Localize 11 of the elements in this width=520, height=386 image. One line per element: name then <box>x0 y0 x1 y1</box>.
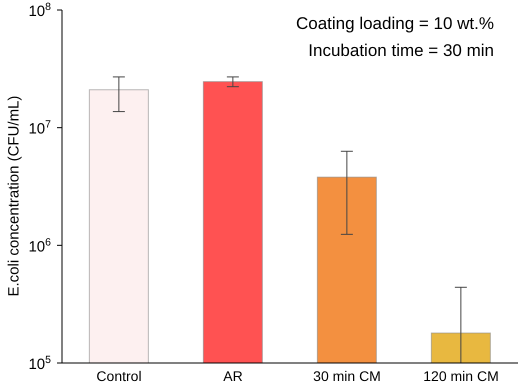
annotation: Coating loading = 10 wt.% <box>296 14 494 34</box>
y-tick-label: 10$^{6}$ <box>28 236 52 256</box>
x-tick-label: 120 min CM <box>423 368 499 384</box>
x-tick-label: Control <box>96 368 142 384</box>
y-tick-label: 10$^{8}$ <box>28 1 52 20</box>
y-tick-label: 10$^{7}$ <box>28 118 52 138</box>
x-tick-label: AR <box>223 368 243 384</box>
y-tick-label: 10$^{5}$ <box>28 354 52 373</box>
x-tick-label: 30 min CM <box>313 368 381 384</box>
annotation: Incubation time = 30 min <box>308 41 494 61</box>
y-axis-title: E.coli concentration (CFU/mL) <box>5 96 22 296</box>
